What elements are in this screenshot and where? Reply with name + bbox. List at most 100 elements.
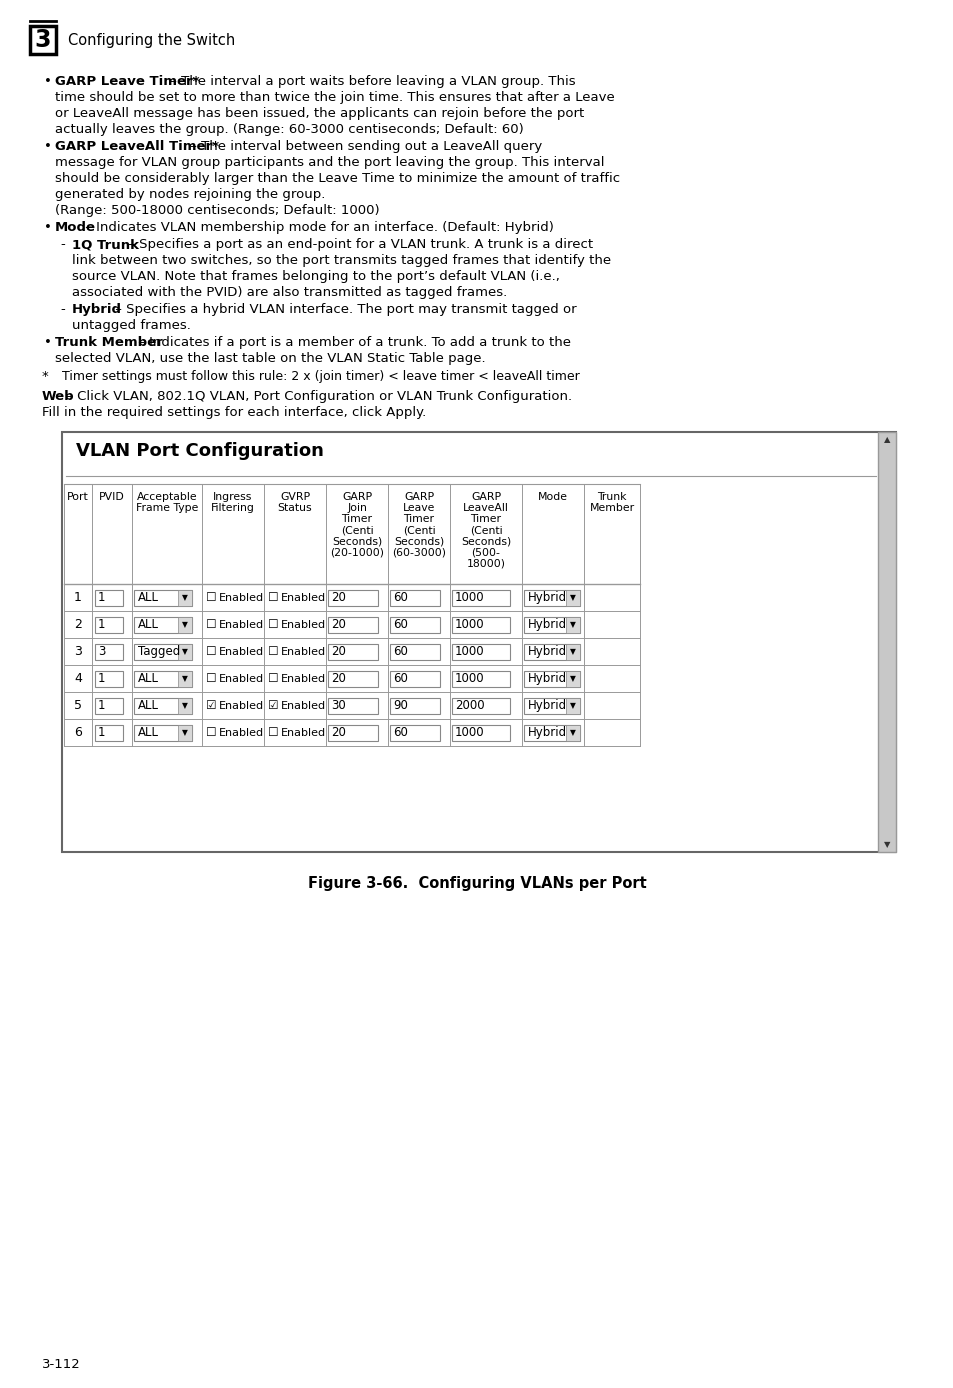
Text: 1: 1 <box>98 672 106 686</box>
Text: ☐: ☐ <box>268 618 278 632</box>
Text: Seconds): Seconds) <box>460 536 511 545</box>
Text: – Indicates if a port is a member of a trunk. To add a trunk to the: – Indicates if a port is a member of a t… <box>133 336 570 348</box>
Bar <box>133 698 192 713</box>
Bar <box>390 670 439 687</box>
Text: 2: 2 <box>74 618 82 632</box>
Text: – The interval between sending out a LeaveAll query: – The interval between sending out a Lea… <box>186 140 541 153</box>
Text: Seconds): Seconds) <box>332 536 382 545</box>
Text: Configuring the Switch: Configuring the Switch <box>68 32 235 47</box>
Bar <box>390 644 439 659</box>
Text: Figure 3-66.  Configuring VLANs per Port: Figure 3-66. Configuring VLANs per Port <box>307 876 646 891</box>
Text: *: * <box>42 371 49 383</box>
Text: ▼: ▼ <box>182 701 188 711</box>
Bar <box>523 616 579 633</box>
Text: GVRP: GVRP <box>279 491 310 502</box>
Text: Enabled: Enabled <box>281 619 326 630</box>
Bar <box>328 670 377 687</box>
Text: Hybrid: Hybrid <box>527 618 566 632</box>
Text: Mode: Mode <box>55 221 96 235</box>
Text: 1000: 1000 <box>455 645 484 658</box>
Bar <box>565 644 579 659</box>
Bar <box>452 644 510 659</box>
Text: 30: 30 <box>331 700 345 712</box>
Text: LeaveAll: LeaveAll <box>462 502 508 514</box>
Bar <box>95 698 123 713</box>
Bar <box>452 616 510 633</box>
Text: (Centi: (Centi <box>402 525 435 534</box>
Text: 3-112: 3-112 <box>42 1357 81 1371</box>
Text: Enabled: Enabled <box>281 593 326 602</box>
Bar <box>178 590 192 605</box>
Text: ▼: ▼ <box>182 647 188 657</box>
Bar <box>328 725 377 741</box>
Bar <box>178 725 192 741</box>
Text: ▼: ▼ <box>182 593 188 602</box>
Bar <box>565 616 579 633</box>
Bar <box>452 725 510 741</box>
Text: ▼: ▼ <box>182 620 188 629</box>
Text: Port: Port <box>67 491 89 502</box>
Bar <box>328 644 377 659</box>
Text: Enabled: Enabled <box>219 673 264 683</box>
Bar <box>62 432 895 852</box>
Text: – The interval a port waits before leaving a VLAN group. This: – The interval a port waits before leavi… <box>166 75 576 87</box>
Text: – Specifies a port as an end-point for a VLAN trunk. A trunk is a direct: – Specifies a port as an end-point for a… <box>124 237 593 251</box>
Text: -: - <box>60 237 65 251</box>
Text: •: • <box>44 75 51 87</box>
Bar <box>133 616 192 633</box>
Text: Hybrid: Hybrid <box>527 672 566 686</box>
Bar <box>328 698 377 713</box>
Text: ☐: ☐ <box>206 672 216 686</box>
Text: •: • <box>44 336 51 348</box>
Text: ▼: ▼ <box>570 727 576 737</box>
Text: ▼: ▼ <box>182 727 188 737</box>
Text: 3: 3 <box>34 28 51 51</box>
Bar <box>523 725 579 741</box>
Text: Enabled: Enabled <box>219 593 264 602</box>
Text: 20: 20 <box>331 591 346 604</box>
Text: GARP: GARP <box>403 491 434 502</box>
Text: (Centi: (Centi <box>469 525 502 534</box>
Text: VLAN Port Configuration: VLAN Port Configuration <box>76 441 323 459</box>
Text: 20: 20 <box>331 672 346 686</box>
Text: Acceptable: Acceptable <box>136 491 197 502</box>
Bar <box>328 590 377 605</box>
Text: Member: Member <box>589 502 634 514</box>
Text: associated with the PVID) are also transmitted as tagged frames.: associated with the PVID) are also trans… <box>71 286 507 298</box>
Text: Hybrid: Hybrid <box>527 700 566 712</box>
Bar <box>30 26 56 54</box>
Text: link between two switches, so the port transmits tagged frames that identify the: link between two switches, so the port t… <box>71 254 611 266</box>
Text: Mode: Mode <box>537 491 567 502</box>
Bar <box>390 725 439 741</box>
Text: ALL: ALL <box>138 726 159 738</box>
Bar <box>565 698 579 713</box>
Text: ▼: ▼ <box>882 840 889 849</box>
Text: (Centi: (Centi <box>340 525 373 534</box>
Bar <box>452 670 510 687</box>
Text: (500-: (500- <box>471 547 500 557</box>
Text: 60: 60 <box>393 726 408 738</box>
Bar <box>523 698 579 713</box>
Text: 1000: 1000 <box>455 672 484 686</box>
Text: should be considerably larger than the Leave Time to minimize the amount of traf: should be considerably larger than the L… <box>55 172 619 185</box>
Text: Enabled: Enabled <box>219 727 264 737</box>
Text: -: - <box>60 303 65 316</box>
Bar <box>178 616 192 633</box>
Text: 5: 5 <box>74 700 82 712</box>
Text: ▼: ▼ <box>182 675 188 683</box>
Text: Timer settings must follow this rule: 2 x (join timer) < leave timer < leaveAll : Timer settings must follow this rule: 2 … <box>54 371 579 383</box>
Text: Frame Type: Frame Type <box>135 502 198 514</box>
Bar <box>95 616 123 633</box>
Text: 20: 20 <box>331 726 346 738</box>
Text: 1: 1 <box>74 591 82 604</box>
Bar <box>565 590 579 605</box>
Text: 60: 60 <box>393 672 408 686</box>
Text: •: • <box>44 221 51 235</box>
Bar <box>523 590 579 605</box>
Text: Web: Web <box>42 390 74 403</box>
Text: •: • <box>44 140 51 153</box>
Text: selected VLAN, use the last table on the VLAN Static Table page.: selected VLAN, use the last table on the… <box>55 353 485 365</box>
Text: – Specifies a hybrid VLAN interface. The port may transmit tagged or: – Specifies a hybrid VLAN interface. The… <box>112 303 577 316</box>
Text: ☑: ☑ <box>206 700 216 712</box>
Bar <box>95 670 123 687</box>
